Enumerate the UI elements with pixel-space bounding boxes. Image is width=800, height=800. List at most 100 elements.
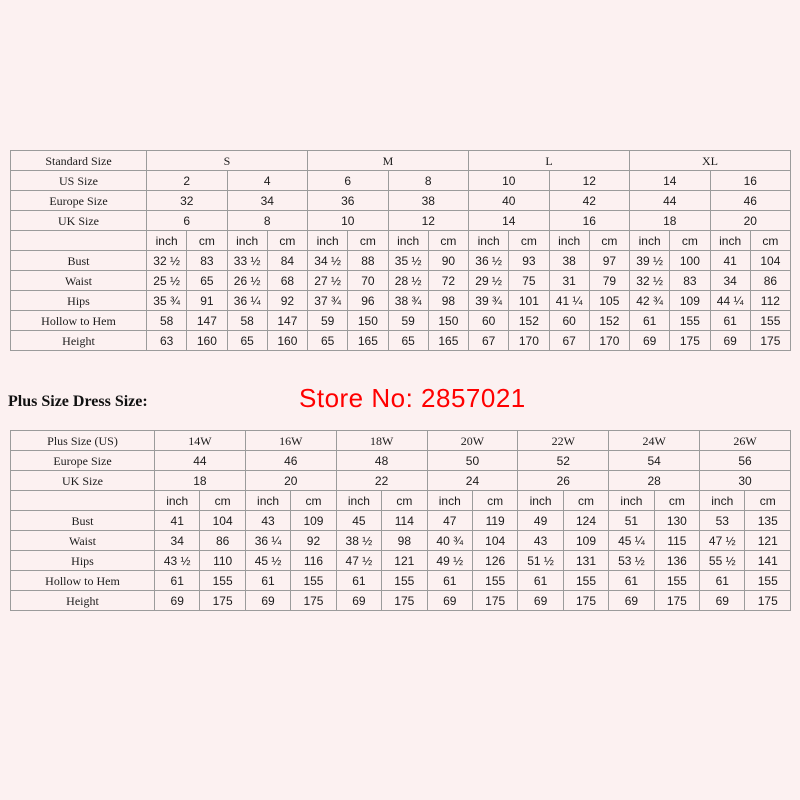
- unit-header-cell: cm: [562, 490, 610, 511]
- measurement-cell: 119: [471, 510, 519, 531]
- row-label: [10, 490, 155, 511]
- size-value-cell: 50: [426, 450, 519, 471]
- unit-header-cell: cm: [381, 490, 428, 511]
- measurement-cell: 126: [471, 550, 519, 571]
- measurement-cell: 175: [471, 590, 519, 611]
- row-label: [10, 230, 147, 251]
- row-label: Bust: [10, 510, 155, 531]
- unit-header-cell: inch: [467, 230, 510, 251]
- table-row: Waist 25 ½ 65 26 ½ 68 27 ½ 70 28 ½ 72 29 ½ 75 31 79 3…: [10, 270, 792, 291]
- unit-header-cell: cm: [471, 490, 519, 511]
- size-value-cell: 8: [387, 170, 469, 191]
- unit-header-cell: cm: [653, 490, 701, 511]
- measurement-cell: 69: [335, 590, 383, 611]
- measurement-cell: 61: [153, 570, 201, 591]
- measurement-cell: 69: [709, 330, 751, 351]
- size-value-cell: 44: [629, 190, 711, 211]
- unit-header-cell: inch: [426, 490, 473, 511]
- measurement-cell: 38 ¾: [387, 290, 429, 311]
- measurement-cell: 141: [744, 550, 791, 571]
- measurement-cell: 25 ½: [145, 270, 188, 291]
- measurement-cell: 33 ½: [226, 250, 268, 271]
- size-value-cell: 6: [307, 170, 389, 191]
- size-group-header: M: [307, 150, 469, 171]
- unit-header-cell: inch: [306, 230, 349, 251]
- size-value-cell: 52: [517, 450, 610, 471]
- measurement-cell: 53: [699, 510, 746, 531]
- measurement-cell: 69: [426, 590, 473, 611]
- measurement-cell: 175: [749, 330, 792, 351]
- store-watermark: Store No: 2857021: [299, 383, 526, 413]
- unit-header-cell: cm: [290, 490, 337, 511]
- measurement-cell: 98: [427, 290, 470, 311]
- measurement-cell: 69: [628, 330, 671, 351]
- measurement-cell: 69: [517, 590, 564, 611]
- measurement-cell: 152: [588, 310, 631, 331]
- measurement-cell: 175: [290, 590, 337, 611]
- unit-header-cell: cm: [199, 490, 246, 511]
- measurement-cell: 131: [562, 550, 610, 571]
- measurement-cell: 65: [387, 330, 429, 351]
- measurement-cell: 175: [562, 590, 610, 611]
- size-value-cell: 40: [468, 190, 550, 211]
- measurement-cell: 36 ¼: [226, 290, 268, 311]
- table-row: Height 69 175 69 175 69 175 69 175 69 175 69 175 69 17…: [10, 590, 791, 611]
- unit-header-cell: inch: [226, 230, 268, 251]
- measurement-cell: 155: [562, 570, 610, 591]
- table-row: Bust 32 ½ 83 33 ½ 84 34 ½ 88 35 ½ 90 36 ½ 93 38 97 39…: [10, 250, 792, 271]
- measurement-cell: 147: [266, 310, 309, 331]
- measurement-cell: 41 ¼: [548, 290, 590, 311]
- size-group-header: 26W: [699, 430, 791, 451]
- measurement-cell: 155: [471, 570, 519, 591]
- size-value-cell: 10: [468, 170, 550, 191]
- unit-header-cell: cm: [588, 230, 631, 251]
- measurement-cell: 92: [290, 530, 337, 551]
- row-label: Hollow to Hem: [10, 310, 147, 331]
- row-label: Height: [10, 330, 147, 351]
- measurement-cell: 109: [669, 290, 711, 311]
- plus-size-heading: Plus Size Dress Size:: [8, 393, 148, 410]
- table-row: Hollow to Hem 61 155 61 155 61 155 61 155 61 155 61…: [10, 570, 791, 591]
- measurement-cell: 26 ½: [226, 270, 268, 291]
- measurement-cell: 175: [744, 590, 791, 611]
- measurement-cell: 27 ½: [306, 270, 349, 291]
- table-row: UK Size 18 20 22 24 26 28 30: [10, 470, 791, 491]
- measurement-cell: 58: [226, 310, 268, 331]
- measurement-cell: 65: [226, 330, 268, 351]
- measurement-cell: 105: [588, 290, 631, 311]
- measurement-cell: 75: [508, 270, 550, 291]
- size-value-cell: 48: [335, 450, 428, 471]
- unit-header-cell: cm: [508, 230, 550, 251]
- size-value-cell: 20: [244, 470, 337, 491]
- row-label: Hollow to Hem: [10, 570, 155, 591]
- unit-header-cell: cm: [347, 230, 389, 251]
- measurement-cell: 155: [199, 570, 246, 591]
- measurement-cell: 136: [653, 550, 701, 571]
- row-label: Waist: [10, 270, 147, 291]
- measurement-cell: 121: [381, 550, 428, 571]
- row-label: Hips: [10, 550, 155, 571]
- size-value-cell: 4: [226, 170, 308, 191]
- size-value-cell: 2: [146, 170, 228, 191]
- measurement-cell: 32 ½: [628, 270, 671, 291]
- row-label: Europe Size: [10, 450, 155, 471]
- measurement-cell: 69: [699, 590, 746, 611]
- unit-header-cell: cm: [427, 230, 470, 251]
- measurement-cell: 155: [290, 570, 337, 591]
- measurement-cell: 170: [588, 330, 631, 351]
- measurement-cell: 175: [381, 590, 428, 611]
- measurement-cell: 36 ¼: [244, 530, 292, 551]
- table-row: Standard Size S M L XL: [10, 150, 791, 171]
- measurement-cell: 88: [347, 250, 389, 271]
- measurement-cell: 175: [669, 330, 711, 351]
- measurement-cell: 55 ½: [699, 550, 746, 571]
- size-value-cell: 46: [244, 450, 337, 471]
- measurement-cell: 69: [153, 590, 201, 611]
- measurement-cell: 116: [290, 550, 337, 571]
- size-group-header: 16W: [244, 430, 337, 451]
- measurement-cell: 49: [517, 510, 564, 531]
- measurement-cell: 59: [387, 310, 429, 331]
- measurement-cell: 61: [517, 570, 564, 591]
- measurement-cell: 45 ½: [244, 550, 292, 571]
